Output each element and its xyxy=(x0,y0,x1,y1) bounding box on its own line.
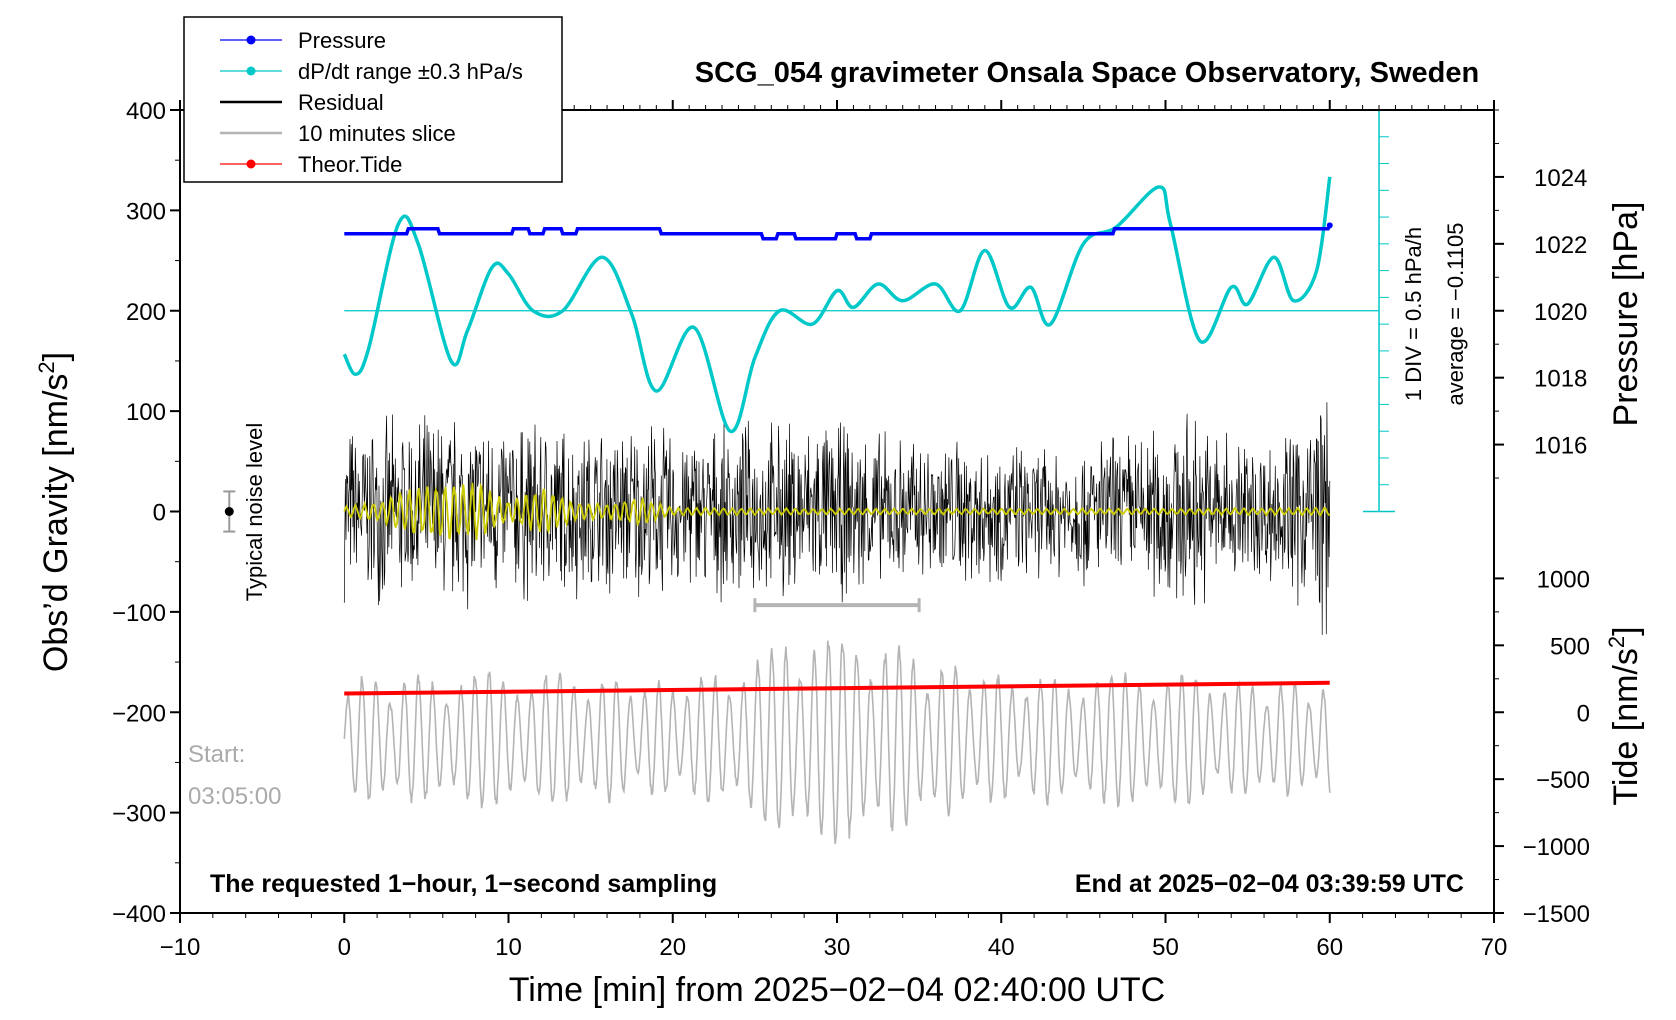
filtered-residual-series xyxy=(343,482,1331,541)
start-label: Start: xyxy=(188,741,245,768)
y-pressure-tick-label: 1024 xyxy=(1534,165,1587,192)
dpdt-scale xyxy=(1363,109,1396,513)
bottom-right-note: End at 2025−02−04 03:39:59 UTC xyxy=(1075,870,1464,898)
y-pressure-tick-label: 1018 xyxy=(1534,366,1587,393)
pressure-end-marker xyxy=(1326,222,1333,229)
pressure-series xyxy=(344,222,1333,241)
y-axis-pressure-ticks: 1024 1022 1020 1018 1016 xyxy=(1494,109,1587,479)
legend-label: dP/dt range ±0.3 hPa/s xyxy=(298,59,523,84)
dpdt-series xyxy=(342,176,1380,433)
y-tide-tick-label: −1000 xyxy=(1523,834,1590,861)
y-left-tick-label: −100 xyxy=(112,600,166,627)
residual-series xyxy=(343,402,1331,635)
x-tick-label: 0 xyxy=(338,934,351,961)
filtered-residual-line xyxy=(343,482,1331,541)
tide-line xyxy=(344,680,1330,696)
y-left-tick-label: 300 xyxy=(126,198,166,225)
x-tick-label: 30 xyxy=(824,934,851,961)
slice-series xyxy=(343,598,1331,845)
pressure-line xyxy=(344,224,1332,241)
y-pressure-tick-label: 1022 xyxy=(1534,232,1587,259)
x-tick-label: 60 xyxy=(1316,934,1343,961)
legend-marker xyxy=(246,66,256,76)
y-left-tick-label: −300 xyxy=(112,801,166,828)
dpdt-line xyxy=(342,176,1332,433)
noise-bar-center xyxy=(224,507,234,516)
y-axis-tide-label-main: Tide [nm/s xyxy=(1607,648,1645,805)
y-tide-tick-label: 1000 xyxy=(1537,566,1590,593)
y-left-tick-label: 200 xyxy=(126,299,166,326)
x-tick-label: 70 xyxy=(1481,934,1508,961)
y-axis-tide-label: Tide [nm/s2] xyxy=(1604,626,1645,805)
y-left-tick-label: 400 xyxy=(126,98,166,125)
y-left-tick-label: 0 xyxy=(153,500,166,527)
y-axis-tide-label-sup: 2 xyxy=(1604,636,1629,648)
y-axis-left-label-close: ] xyxy=(37,352,75,361)
y-left-tick-label: −200 xyxy=(112,700,166,727)
x-tick-label: 50 xyxy=(1152,934,1179,961)
noise-level-indicator xyxy=(223,490,236,533)
legend-label: Pressure xyxy=(298,28,386,53)
y-left-tick-label: −400 xyxy=(112,901,166,928)
y-left-tick-label: 100 xyxy=(126,399,166,426)
y-tide-tick-label: 0 xyxy=(1577,700,1590,727)
x-tick-label: 40 xyxy=(988,934,1015,961)
noise-level-label: Typical noise level xyxy=(242,423,267,602)
scale-label-average: average = −0.1105 xyxy=(1443,222,1468,405)
y-axis-left-label-main: Obs’d Gravity [nm/s xyxy=(37,374,75,673)
y-tide-tick-label: −500 xyxy=(1536,767,1590,794)
x-tick-label: 10 xyxy=(495,934,522,961)
y-axis-left-label: Obs’d Gravity [nm/s2] xyxy=(34,352,75,672)
legend-label: 10 minutes slice xyxy=(298,121,456,146)
legend-label: Theor.Tide xyxy=(298,152,402,177)
y-tide-tick-label: 500 xyxy=(1550,633,1590,660)
y-pressure-tick-label: 1020 xyxy=(1534,299,1587,326)
legend-marker xyxy=(246,35,256,45)
y-tide-tick-label: −1500 xyxy=(1523,901,1590,928)
y-pressure-tick-label: 1016 xyxy=(1534,433,1587,460)
legend: Pressure dP/dt range ±0.3 hPa/s Residual 10… xyxy=(183,16,563,183)
x-tick-label: 20 xyxy=(659,934,686,961)
legend-label: Residual xyxy=(298,90,384,115)
y-axis-pressure-label: Pressure [hPa] xyxy=(1607,202,1645,427)
y-axis-left-ticks: 400 300 200 100 0 −100 −200 −300 −400 xyxy=(112,98,180,928)
chart-title: SCG_054 gravimeter Onsala Space Observat… xyxy=(695,57,1479,89)
slice-line xyxy=(343,640,1331,845)
legend-marker xyxy=(246,159,256,169)
tide-series xyxy=(344,680,1330,696)
bottom-left-note: The requested 1−hour, 1−second sampling xyxy=(210,870,717,898)
y-axis-tide-ticks: 1000 500 0 −500 −1000 −1500 xyxy=(1494,566,1590,928)
legend-box xyxy=(183,16,563,183)
start-time: 03:05:00 xyxy=(188,783,281,810)
x-tick-label: −10 xyxy=(160,934,201,961)
residual-line xyxy=(343,402,1331,635)
scale-label-div: 1 DIV = 0.5 hPa/h xyxy=(1401,227,1426,401)
y-axis-tide-label-close: ] xyxy=(1607,626,1645,635)
x-axis-label: Time [min] from 2025−02−04 02:40:00 UTC xyxy=(509,971,1165,1009)
y-axis-left-label-sup: 2 xyxy=(34,361,59,373)
